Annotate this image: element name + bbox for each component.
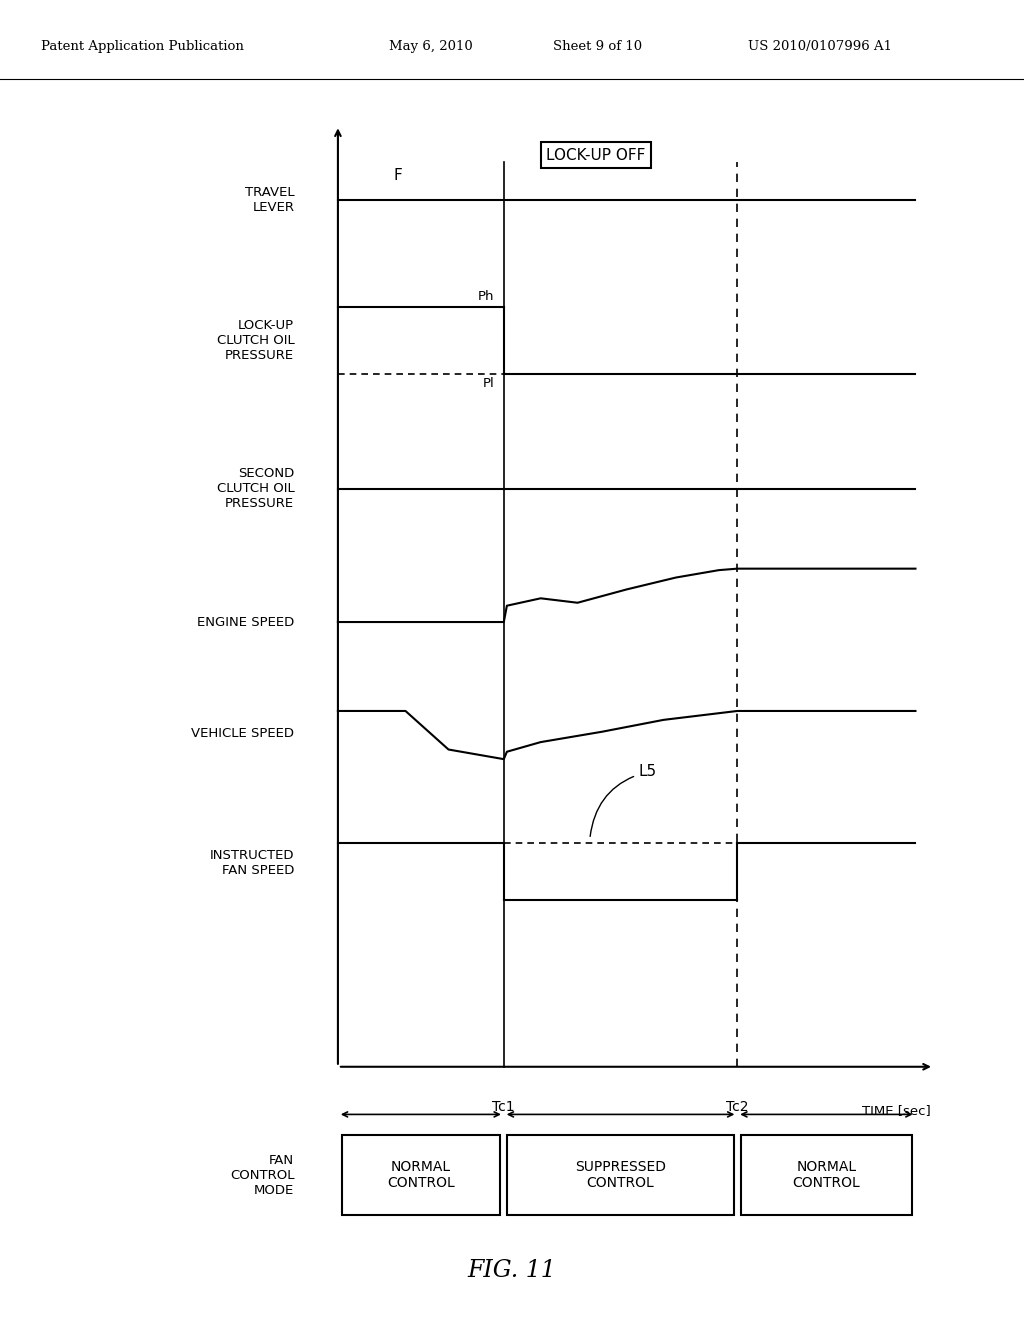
Text: TIME [sec]: TIME [sec] <box>862 1104 931 1117</box>
Text: FAN
CONTROL
MODE: FAN CONTROL MODE <box>229 1154 294 1196</box>
Text: TRAVEL
LEVER: TRAVEL LEVER <box>245 186 294 214</box>
Text: Ph: Ph <box>478 290 495 304</box>
Text: SUPPRESSED
CONTROL: SUPPRESSED CONTROL <box>575 1160 666 1191</box>
FancyBboxPatch shape <box>508 1135 733 1214</box>
Text: INSTRUCTED
FAN SPEED: INSTRUCTED FAN SPEED <box>210 849 294 876</box>
Text: Sheet 9 of 10: Sheet 9 of 10 <box>553 40 642 53</box>
Text: LOCK-UP
CLUTCH OIL
PRESSURE: LOCK-UP CLUTCH OIL PRESSURE <box>216 319 294 362</box>
Text: NORMAL
CONTROL: NORMAL CONTROL <box>387 1160 455 1191</box>
Text: May 6, 2010: May 6, 2010 <box>389 40 473 53</box>
Text: FIG. 11: FIG. 11 <box>468 1259 556 1282</box>
Text: SECOND
CLUTCH OIL
PRESSURE: SECOND CLUTCH OIL PRESSURE <box>216 467 294 510</box>
Text: Pl: Pl <box>483 378 495 391</box>
Text: ENGINE SPEED: ENGINE SPEED <box>197 615 294 628</box>
Text: Patent Application Publication: Patent Application Publication <box>41 40 244 53</box>
FancyBboxPatch shape <box>342 1135 500 1214</box>
Text: Tc1: Tc1 <box>493 1100 515 1114</box>
Text: NORMAL
CONTROL: NORMAL CONTROL <box>793 1160 860 1191</box>
Text: US 2010/0107996 A1: US 2010/0107996 A1 <box>748 40 892 53</box>
Text: VEHICLE SPEED: VEHICLE SPEED <box>191 727 294 739</box>
FancyBboxPatch shape <box>741 1135 911 1214</box>
Text: Tc2: Tc2 <box>726 1100 749 1114</box>
Text: LOCK-UP OFF: LOCK-UP OFF <box>546 148 646 162</box>
Text: L5: L5 <box>590 764 657 837</box>
Text: F: F <box>393 168 402 183</box>
